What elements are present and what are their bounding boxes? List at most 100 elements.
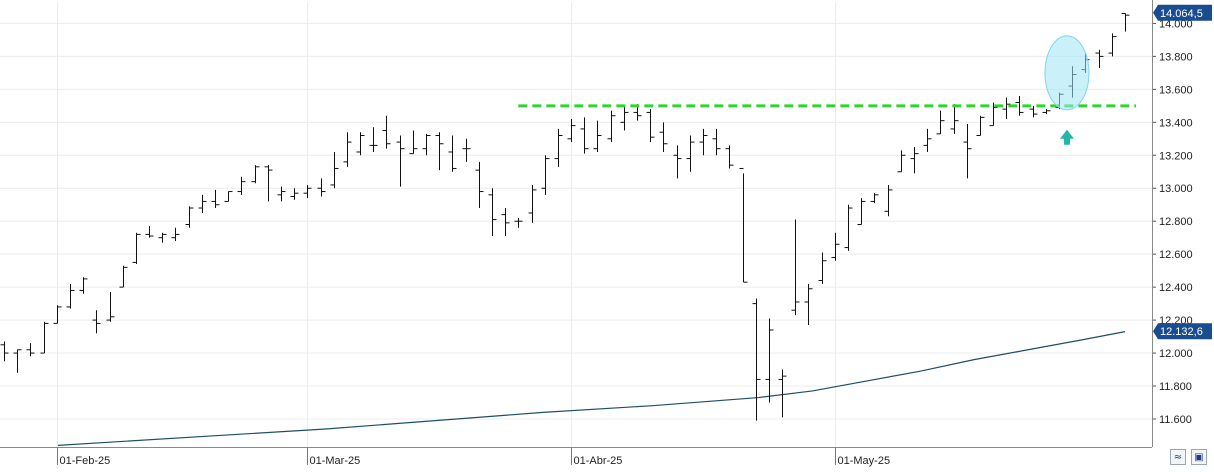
ohlc-bar [396,135,405,187]
ohlc-bar [40,321,49,354]
ohlc-bar [0,341,9,362]
ohlc-bar [844,204,853,251]
ohlc-bar [936,110,945,135]
ohlc-bar [409,130,418,155]
ohlc-bar [1015,95,1024,116]
ohlc-bar [488,188,497,237]
ohlc-bar [712,128,721,156]
ohlc-bar [119,265,128,288]
ohlc-bar [26,343,35,357]
ohlc-bar [791,219,800,316]
y-tick-label: 13.800 [1159,51,1193,63]
up-arrow-icon [1059,129,1074,145]
ohlc-bar [53,305,62,324]
ohlc-bar [659,122,668,152]
ohlc-bar [356,132,365,156]
ohlc-bar [462,138,471,162]
price-bars [0,13,1130,421]
ohlc-bar [198,194,207,213]
x-tick-label: 01-Abr-25 [574,455,623,467]
ohlc-bar [593,120,602,152]
ohlc-bar [580,117,589,154]
ohlc-bar [884,184,893,217]
y-tick-label: 13.400 [1159,117,1193,129]
ohlc-bar [673,145,682,179]
price-tag: 12.132,6 [1153,323,1212,340]
ohlc-bar [171,227,180,241]
ohlc-bar [264,165,273,202]
ohlc-bar [699,128,708,156]
moving-average-line [57,331,1126,446]
y-tick-label: 12.600 [1159,249,1193,261]
ohlc-bar [132,232,141,265]
collapse-icon[interactable]: ≈ [1170,449,1186,465]
ohlc-bar [158,232,167,243]
ohlc-bar [778,369,787,418]
ohlc-bar [211,189,220,209]
y-tick-label: 11.600 [1159,414,1192,426]
ohlc-bar [448,135,457,172]
ohlc-bar [739,167,748,283]
annotations [518,35,1136,145]
ohlc-bar [831,232,840,261]
ohlc-bar [804,283,813,326]
ohlc-bar [422,133,431,156]
ohlc-bar [989,102,998,127]
ohlc-bar [501,208,510,237]
price-tag: 14.064,5 [1153,4,1212,21]
ohlc-bar [910,147,919,174]
ohlc-bar [528,184,537,223]
ohlc-bar [303,184,312,199]
x-tick-label: 01-Mar-25 [310,455,361,467]
ohlc-bar [251,165,260,184]
ohlc-bar [1121,13,1130,32]
y-tick-label: 14.000 [1159,18,1193,30]
ohlc-bar [870,193,879,204]
ohlc-bar [897,150,906,173]
ohlc-bar [106,292,115,322]
ohlc-bar [290,188,299,200]
y-tick-label: 13.200 [1159,150,1193,162]
ohlc-bar [686,135,695,172]
ohlc-bar [277,186,286,202]
y-tick-label: 12.400 [1159,282,1193,294]
ohlc-bar [620,105,629,131]
breakout-highlight [1044,35,1090,111]
ohlc-bar [646,109,655,143]
ohlc-bar [607,110,616,143]
x-tick-label: 01-May-25 [838,455,891,467]
ohlc-bar [514,217,523,228]
y-tick-label: 12.000 [1159,348,1193,360]
ohlc-bar [343,132,352,167]
y-tick-label: 11.800 [1159,381,1192,393]
x-tick-label: 01-Feb-25 [60,455,111,467]
ohlc-bar [554,128,563,167]
ohlc-bar [66,283,75,309]
ohlc-bar [765,318,774,403]
ohlc-bar [1108,33,1117,57]
ohlc-bar [369,127,378,152]
ohlc-bar [752,298,761,421]
price-tag-label: 14.064,5 [1160,8,1203,20]
ohlc-bar [1029,105,1038,118]
ohlc-bar [237,176,246,195]
ohlc-bar [818,252,827,284]
save-icon[interactable]: ▣ [1191,449,1207,465]
ohlc-bar [541,155,550,195]
ohlc-bar [976,115,985,136]
ohlc-bar [923,128,932,152]
ohlc-bar [317,178,326,197]
y-tick-label: 13.000 [1159,183,1193,195]
ohlc-bar [224,191,233,202]
ohlc-bar [857,198,866,225]
ohlc-bar [1095,49,1104,68]
price-tag-box [1153,4,1212,21]
ohlc-bar [79,277,88,294]
ohlc-bar [1042,109,1051,115]
ohlc-bar [185,206,194,228]
ohlc-bar [382,115,391,149]
ohlc-bar [567,119,576,143]
